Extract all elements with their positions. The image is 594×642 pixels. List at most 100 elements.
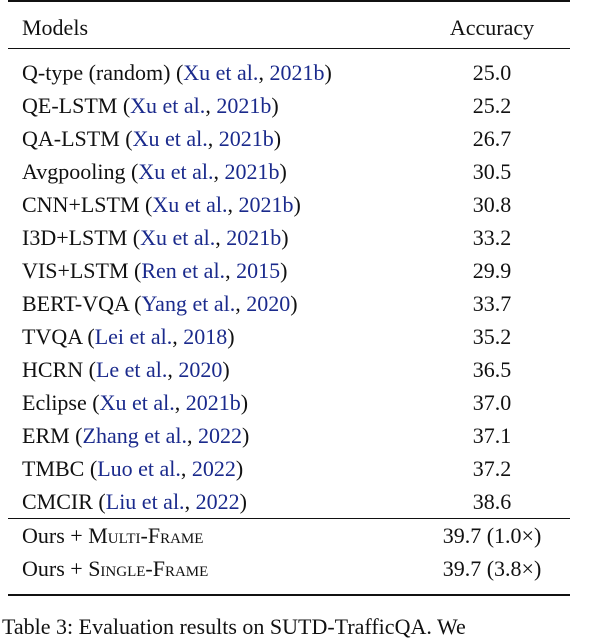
citation-close: ) — [222, 357, 230, 382]
citation-close: ) — [279, 159, 287, 184]
citation-close: ) — [280, 258, 288, 283]
citation-link[interactable]: Xu et al. — [100, 390, 175, 415]
table-row: ERM (Zhang et al., 2022) 37.1 — [8, 419, 570, 452]
model-name: VIS+LSTM (Ren et al., 2015) — [8, 254, 414, 287]
method-name: Single-Frame — [88, 556, 209, 581]
table-header-row: Models Accuracy — [8, 1, 570, 49]
accuracy-value: 25.0 — [472, 60, 512, 85]
model-label: VIS+LSTM ( — [22, 258, 142, 283]
citation-link[interactable]: Yang et al. — [142, 291, 236, 316]
citation-year: 2020 — [178, 357, 223, 382]
citation-separator: , — [184, 489, 196, 514]
model-name: Q-type (random) (Xu et al., 2021b) — [8, 49, 414, 90]
citation-link[interactable]: Xu et al. — [130, 93, 205, 118]
citation-close: ) — [271, 93, 279, 118]
model-name: CMCIR (Liu et al., 2022) — [8, 485, 414, 519]
citation-link[interactable]: Lei et al. — [95, 324, 173, 349]
citation-year-link[interactable]: 2020 — [246, 291, 290, 316]
table-row: BERT-VQA (Yang et al., 2020) 33.7 — [8, 287, 570, 320]
citation-year-link[interactable]: 2021b — [239, 192, 294, 217]
model-label: Eclipse ( — [22, 390, 100, 415]
citation-year-link[interactable]: 2021b — [224, 159, 279, 184]
citation-link[interactable]: Xu et al. — [138, 159, 213, 184]
citation-year: 2021b — [218, 126, 274, 151]
table-row: Eclipse (Xu et al., 2021b) 37.0 — [8, 386, 570, 419]
model-name: Avgpooling (Xu et al., 2021b) — [8, 155, 414, 188]
citation-separator: , — [213, 159, 225, 184]
accuracy-value: 33.2 — [472, 225, 512, 250]
citation-year: 2021b — [185, 390, 241, 415]
citation-separator: , — [205, 93, 217, 118]
citation-separator: , — [186, 423, 198, 448]
citation-close: ) — [281, 225, 289, 250]
citation-year: 2021b — [226, 225, 282, 250]
citation-year-link[interactable]: 2021b — [216, 93, 271, 118]
citation-authors: Xu et al. — [130, 93, 206, 118]
citation-link[interactable]: Xu et al. — [140, 225, 215, 250]
model-name: Eclipse (Xu et al., 2021b) — [8, 386, 414, 419]
model-name: TMBC (Luo et al., 2022) — [8, 452, 414, 485]
accuracy-value: 25.2 — [472, 93, 512, 118]
table-row: I3D+LSTM (Xu et al., 2021b) 33.2 — [8, 221, 570, 254]
citation-year-link[interactable]: 2021b — [269, 60, 324, 85]
citation-close: ) — [235, 456, 244, 481]
citation-year-link[interactable]: 2021b — [219, 126, 274, 151]
table-row: Q-type (random) (Xu et al., 2021b) 25.0 — [8, 49, 570, 90]
model-name: CNN+LSTM (Xu et al., 2021b) — [8, 188, 414, 221]
citation-year-link[interactable]: 2021b — [186, 390, 241, 415]
citation-year-link[interactable]: 2018 — [183, 324, 227, 349]
citation-link[interactable]: Xu et al. — [152, 192, 227, 217]
citation-authors: Xu et al. — [132, 126, 208, 151]
citation-year-link[interactable]: 2015 — [236, 258, 280, 283]
citation-year-link[interactable]: 2021b — [226, 225, 281, 250]
citation-link[interactable]: Luo et al. — [97, 456, 181, 481]
model-name: TVQA (Lei et al., 2018) — [8, 320, 414, 353]
citation-link[interactable]: Ren et al. — [141, 258, 225, 283]
model-name: Ours + Single-Frame — [8, 552, 414, 595]
citation-year-link[interactable]: 2022 — [196, 489, 240, 514]
accuracy-value: 26.7 — [472, 126, 512, 151]
model-name: I3D+LSTM (Xu et al., 2021b) — [8, 221, 414, 254]
citation-authors: Xu et al. — [138, 159, 214, 184]
citation-separator: , — [180, 456, 192, 481]
citation-year-link[interactable]: 2020 — [178, 357, 222, 382]
citation-link[interactable]: Xu et al. — [183, 60, 258, 85]
citation-year: 2020 — [246, 291, 291, 316]
model-label: Avgpooling ( — [22, 159, 139, 184]
model-label: TMBC ( — [22, 456, 98, 481]
citation-link[interactable]: Zhang et al. — [83, 423, 187, 448]
citation-authors: Xu et al. — [140, 225, 216, 250]
model-label: CMCIR ( — [22, 489, 106, 514]
citation-close: ) — [290, 291, 298, 316]
citation-authors: Zhang et al. — [82, 423, 187, 448]
citation-separator: , — [174, 390, 186, 415]
model-name: Ours + Multi-Frame — [8, 519, 414, 553]
header-models: Models — [22, 15, 88, 40]
accuracy-value: 37.0 — [472, 390, 512, 415]
citation-separator: , — [258, 60, 270, 85]
accuracy-value: 35.2 — [472, 324, 512, 349]
accuracy-value: 30.5 — [472, 159, 512, 184]
citation-separator: , — [167, 357, 179, 382]
accuracy-value: 30.8 — [472, 192, 512, 217]
citation-authors: Luo et al. — [97, 456, 181, 481]
accuracy-value: 33.7 — [472, 291, 512, 316]
citation-authors: Le et al. — [95, 357, 168, 382]
accuracy-value: 29.9 — [472, 258, 512, 283]
citation-year: 2021b — [216, 93, 272, 118]
model-label: QE-LSTM ( — [22, 93, 131, 118]
citation-link[interactable]: Xu et al. — [133, 126, 208, 151]
citation-year: 2022 — [197, 423, 242, 448]
model-name: QE-LSTM (Xu et al., 2021b) — [8, 89, 414, 122]
citation-separator: , — [172, 324, 184, 349]
citation-link[interactable]: Le et al. — [96, 357, 167, 382]
citation-separator: , — [225, 258, 237, 283]
citation-year-link[interactable]: 2022 — [198, 423, 242, 448]
citation-separator: , — [227, 192, 239, 217]
citation-year: 2021b — [238, 192, 294, 217]
citation-year-link[interactable]: 2022 — [192, 456, 236, 481]
citation-year: 2022 — [191, 456, 236, 481]
accuracy-value: 39.7 (1.0×) — [442, 523, 542, 548]
citation-link[interactable]: Liu et al. — [106, 489, 185, 514]
table-row: Avgpooling (Xu et al., 2021b) 30.5 — [8, 155, 570, 188]
